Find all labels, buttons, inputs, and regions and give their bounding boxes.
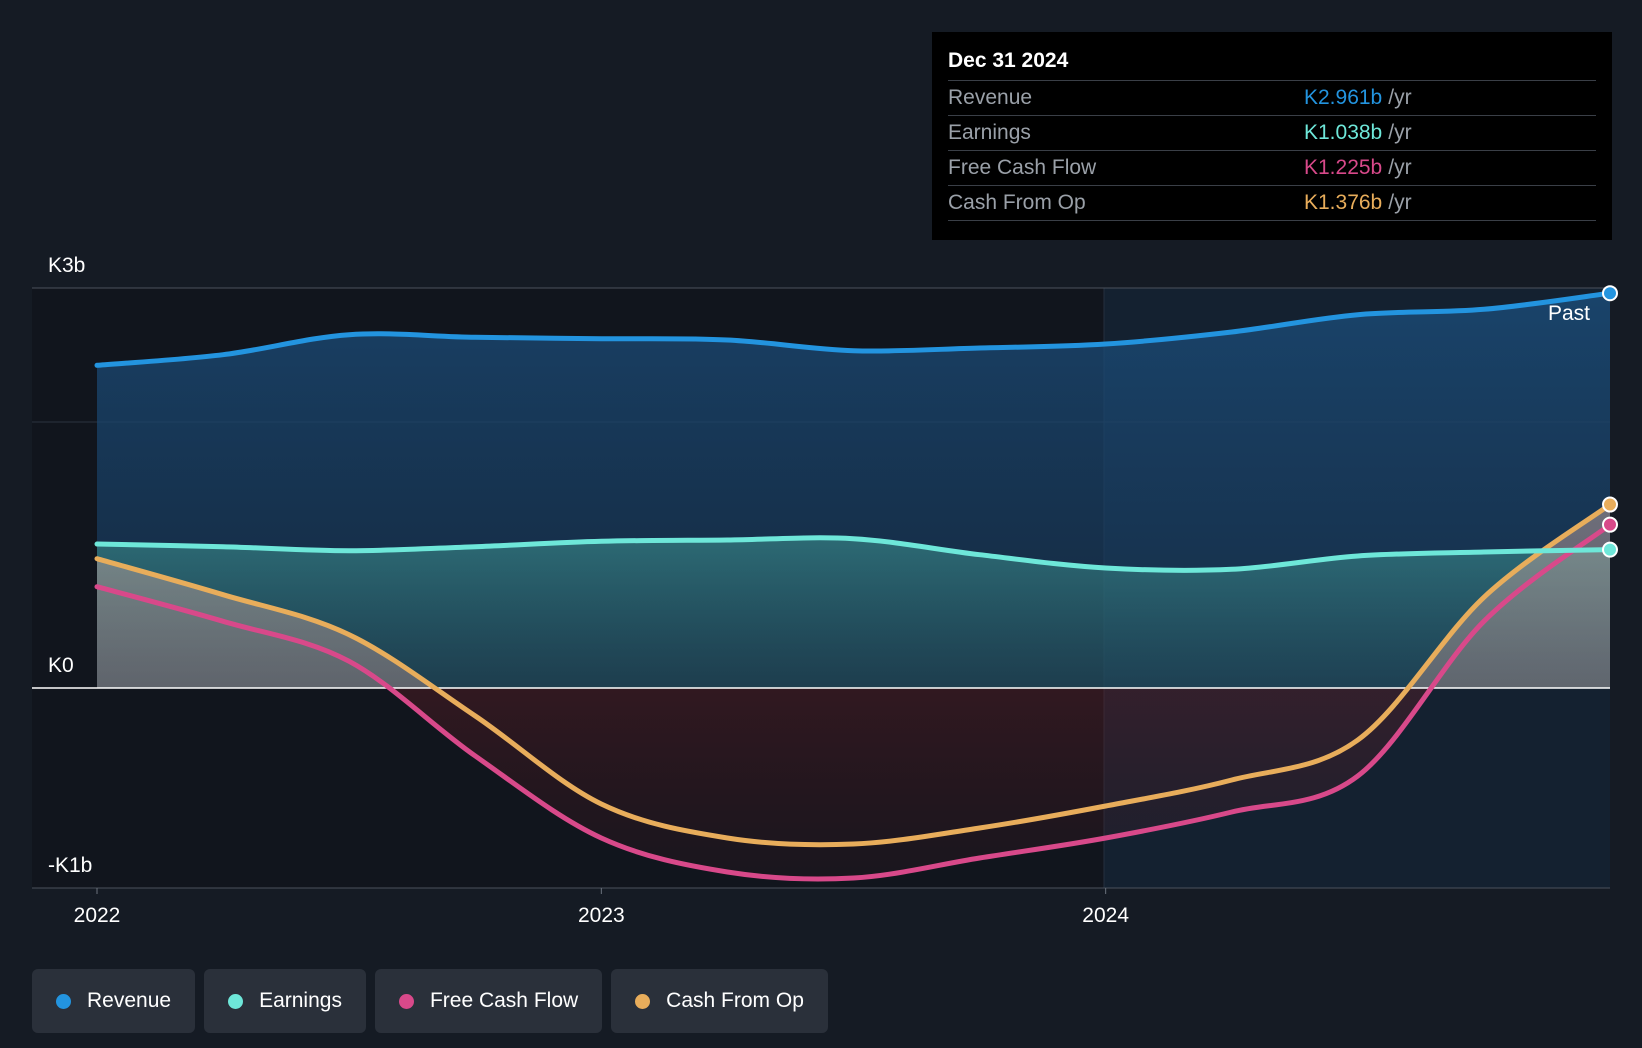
legend-dot-icon: [56, 993, 71, 1009]
legend-dot-icon: [635, 993, 651, 1009]
tooltip-date: Dec 31 2024: [948, 49, 1069, 72]
tooltip-value-number: K1.038b: [1304, 121, 1383, 144]
earnings-end-marker[interactable]: [1602, 541, 1618, 558]
legend-label: Revenue: [87, 989, 172, 1012]
tooltip-row: Free Cash Flow K1.225b/yr: [948, 150, 1596, 185]
tooltip-row-value: K1.376b/yr: [1304, 186, 1412, 220]
tooltip-row: Revenue K2.961b/yr: [948, 80, 1596, 115]
y-axis-label: K3b: [48, 254, 85, 277]
line-layer: [94, 285, 1618, 882]
x-axis-label: 2024: [1082, 904, 1129, 927]
y-axis-label: K0: [48, 654, 74, 677]
tooltip-row-label: Free Cash Flow: [948, 156, 1097, 179]
tooltip-row: Earnings K1.038b/yr: [948, 115, 1596, 150]
cash-from-op-line: [94, 502, 1613, 848]
tooltip-row-value: K1.038b/yr: [1304, 116, 1412, 150]
tooltip-row-label: Cash From Op: [948, 191, 1086, 214]
tooltip-value-unit: /yr: [1388, 156, 1412, 179]
tooltip-row-value: K2.961b/yr: [1304, 81, 1412, 115]
tooltip-value-unit: /yr: [1388, 191, 1412, 214]
free-cash-flow-line: [94, 522, 1613, 882]
revenue-end-marker[interactable]: [1602, 285, 1618, 302]
legend-dot-icon: [398, 993, 414, 1009]
legend-item-cash-from-op[interactable]: Cash From Op: [611, 969, 828, 1033]
chart: K3b K0 -K1b 2022 2023 2024 Past: [32, 254, 1618, 927]
y-axis-label: -K1b: [48, 854, 92, 877]
x-axis-label: 2022: [74, 904, 121, 927]
legend-dot-icon: [228, 993, 244, 1009]
tooltip-rows: Revenue K2.961b/yr Earnings K1.038b/yr Free …: [948, 80, 1596, 221]
x-axis-label: 2023: [578, 904, 625, 927]
tooltip-value-unit: /yr: [1388, 121, 1412, 144]
axis-layer: K3b K0 -K1b 2022 2023 2024 Past: [48, 254, 1590, 927]
legend-label: Cash From Op: [666, 989, 804, 1012]
tooltip-value-number: K1.225b: [1304, 156, 1383, 179]
earnings-line: [94, 535, 1613, 573]
tooltip-value-number: K1.376b: [1304, 191, 1383, 214]
tooltip-row-label: Earnings: [948, 121, 1031, 144]
tooltip-row-value: K1.225b/yr: [1304, 151, 1412, 185]
tooltip-value-number: K2.961b: [1304, 86, 1383, 109]
past-label: Past: [1548, 302, 1590, 325]
tooltip-row-label: Revenue: [948, 86, 1033, 109]
cash-from-op-end-marker[interactable]: [1602, 496, 1618, 513]
tooltip: Dec 31 2024 Revenue K2.961b/yr Earnings K1.…: [932, 32, 1612, 240]
legend: Revenue Earnings Free Cash Flow Cash From O…: [32, 969, 828, 1033]
area-layer: [97, 293, 1610, 879]
legend-item-revenue[interactable]: Revenue: [32, 969, 196, 1033]
tooltip-value-unit: /yr: [1388, 86, 1412, 109]
tooltip-row: Cash From Op K1.376b/yr: [948, 185, 1596, 221]
free-cash-flow-area-negative: [97, 688, 1610, 879]
legend-item-free-cash-flow[interactable]: Free Cash Flow: [374, 969, 603, 1033]
free-cash-flow-end-marker[interactable]: [1602, 516, 1618, 533]
legend-label: Earnings: [259, 989, 342, 1012]
earnings-area: [97, 537, 1610, 688]
revenue-line: [94, 290, 1613, 368]
legend-item-earnings[interactable]: Earnings: [204, 969, 366, 1033]
legend-label: Free Cash Flow: [429, 989, 579, 1012]
cash-from-op-area-positive: [97, 504, 1610, 688]
